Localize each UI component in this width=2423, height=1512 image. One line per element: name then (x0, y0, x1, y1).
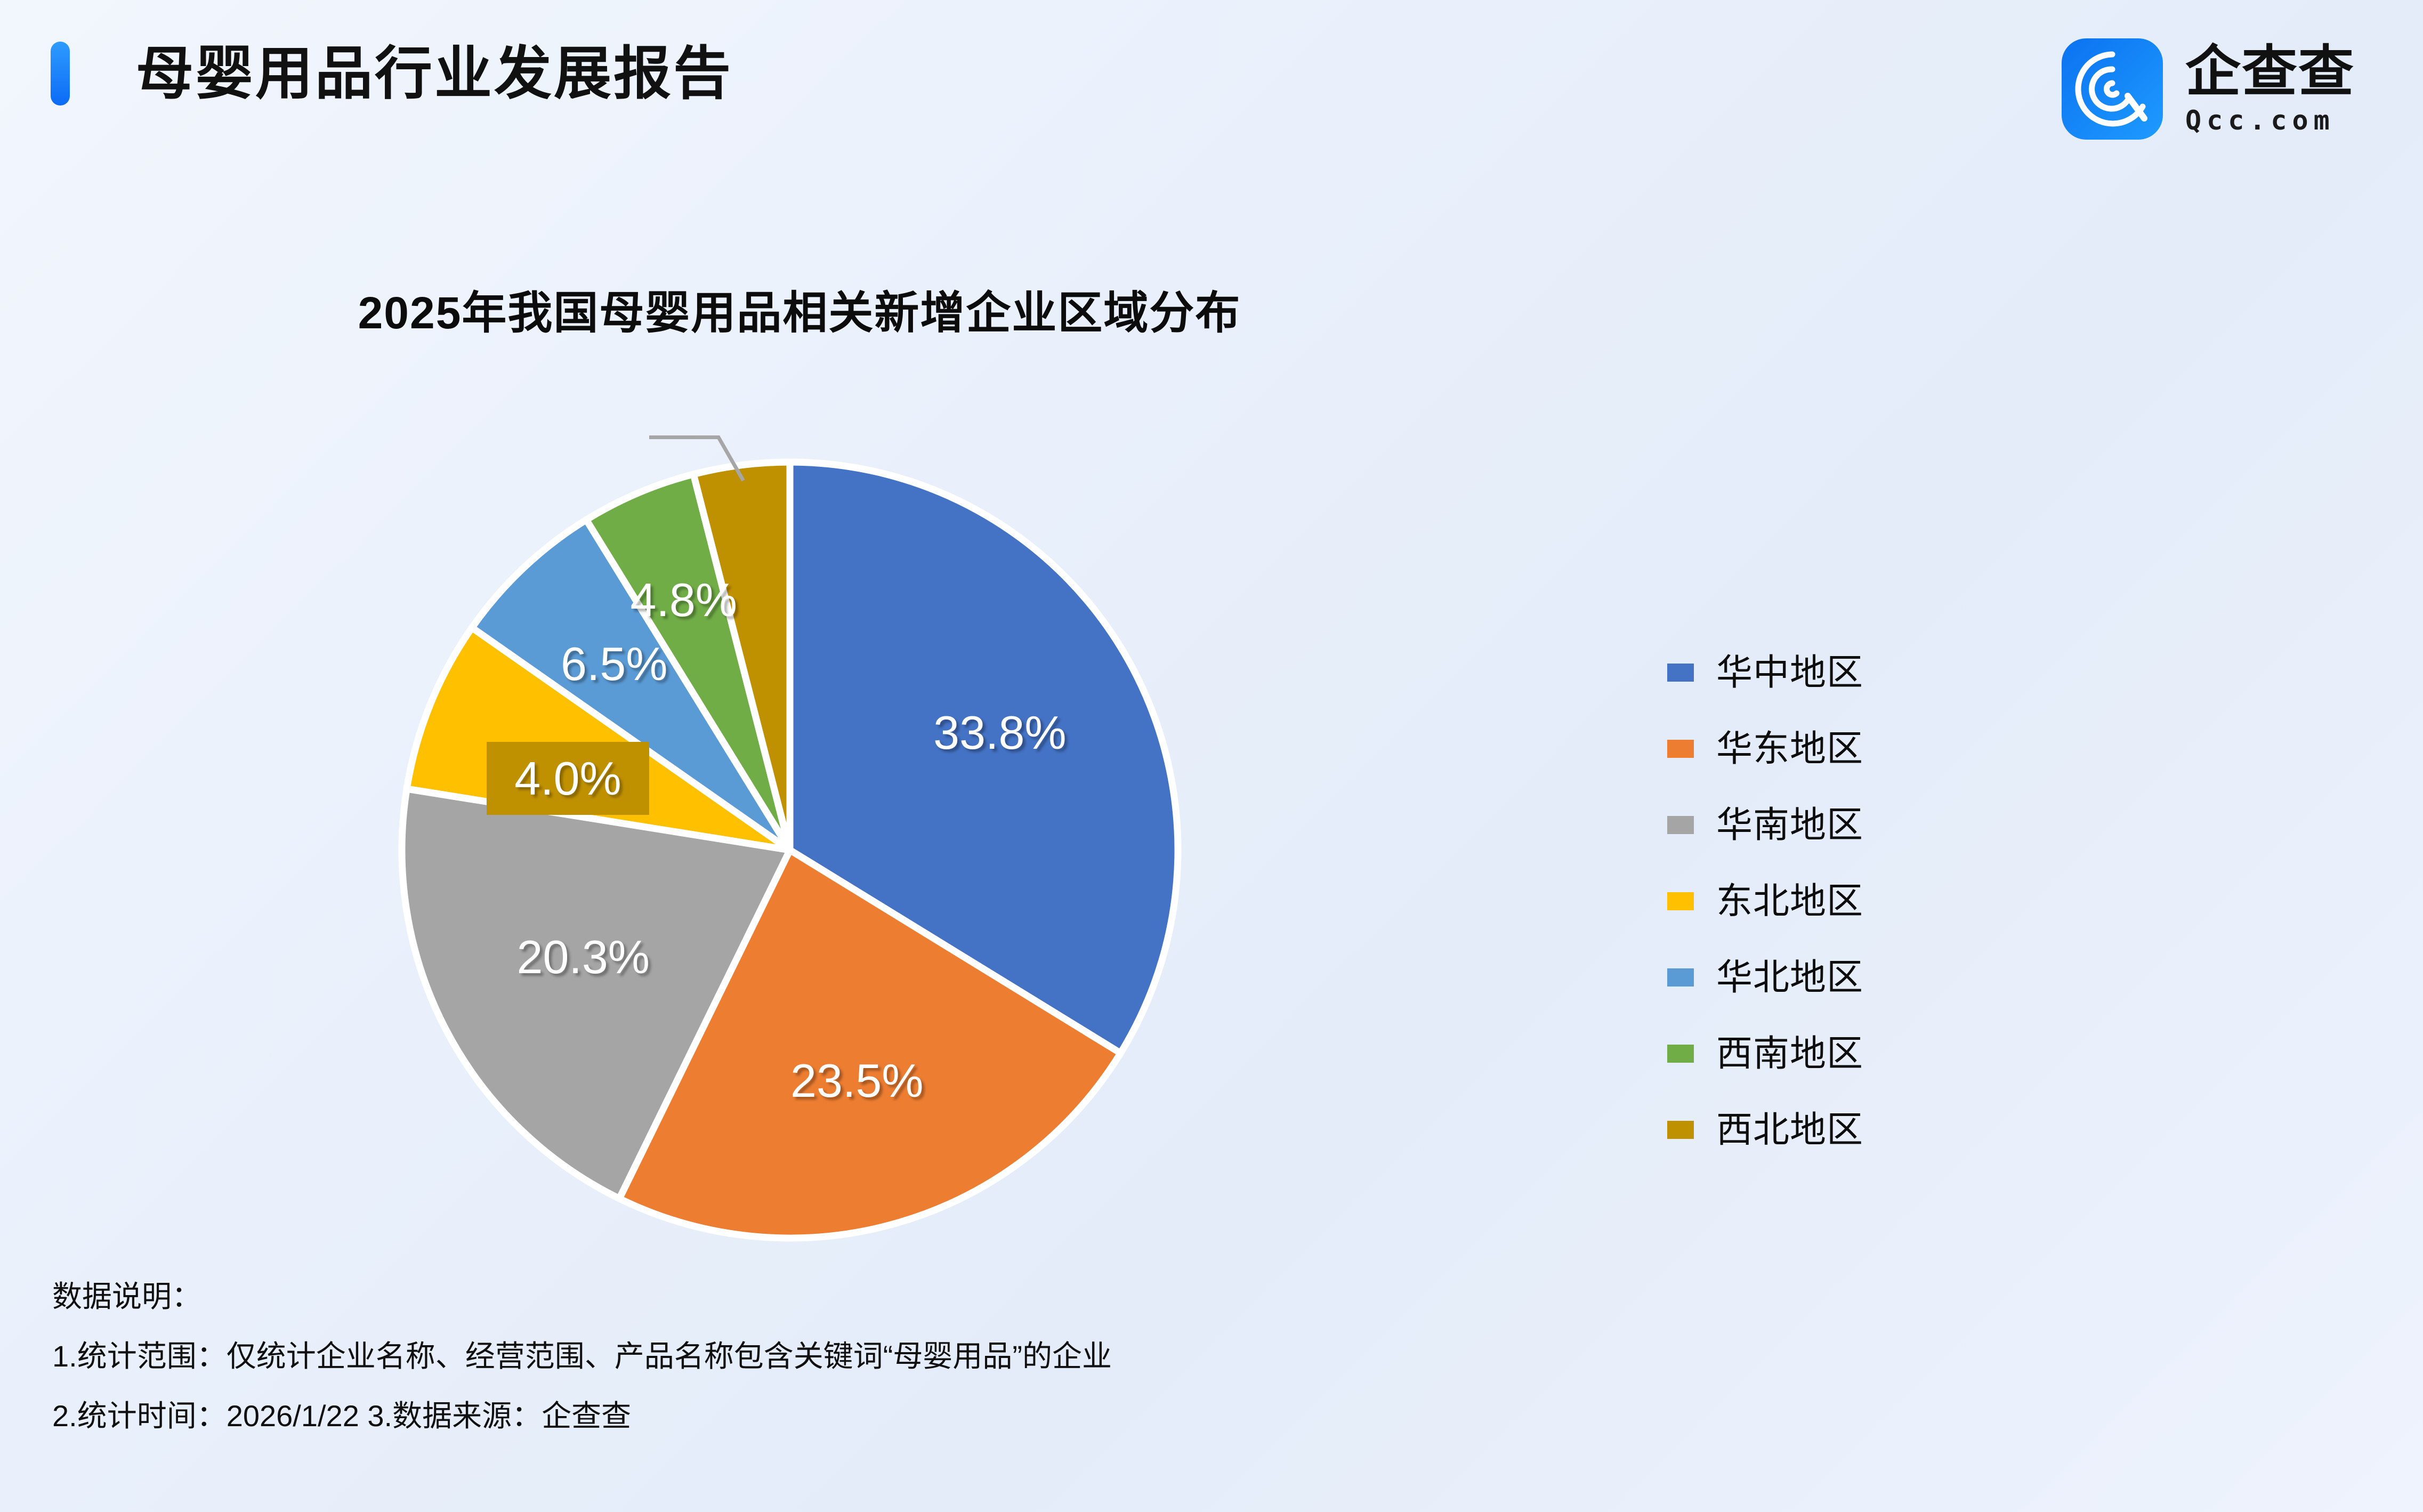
legend-swatch-icon (1667, 815, 1694, 834)
callout-label-text: 4.0% (514, 751, 621, 805)
pie-slice[interactable] (468, 516, 794, 854)
legend-item-label: 华北地区 (1716, 957, 1864, 998)
qcc-spiral-q-icon (2061, 38, 2163, 140)
brand-text: 企查查 Qcc.com (2185, 42, 2355, 136)
legend-item[interactable]: 东北地区 (1667, 863, 1863, 939)
legend-item-label: 华南地区 (1716, 804, 1864, 845)
legend-swatch-icon (1667, 892, 1694, 910)
legend-swatch-icon (1667, 663, 1694, 682)
page-title: 母婴用品行业发展报告 (136, 41, 733, 106)
pie-slices (398, 458, 1182, 1242)
legend-item[interactable]: 华北地区 (1667, 939, 1863, 1015)
title-accent-bar (51, 42, 70, 106)
footer-heading: 数据说明： (52, 1280, 201, 1313)
legend-swatch-icon (1667, 739, 1694, 758)
pie-slice[interactable] (786, 458, 1182, 1057)
legend-item[interactable]: 华中地区 (1667, 634, 1863, 710)
legend-swatch-icon (1667, 1120, 1694, 1139)
brand-url: Qcc.com (2185, 105, 2335, 136)
footer-note-date-source: 2.统计时间：2026/1/22 3.数据来源：企查查 (52, 1399, 632, 1433)
legend-item[interactable]: 华南地区 (1667, 787, 1863, 863)
page-header: 母婴用品行业发展报告 企查查 Qcc.com (0, 0, 2423, 208)
pie-slice[interactable] (690, 458, 794, 854)
legend-item-label: 东北地区 (1716, 880, 1864, 921)
legend-swatch-icon (1667, 1044, 1694, 1063)
pie-slice[interactable] (398, 785, 794, 1202)
brand-logo: 企查查 Qcc.com (2061, 38, 2355, 140)
chart-legend: 华中地区华东地区华南地区东北地区华北地区西南地区西北地区 (1667, 634, 1863, 1168)
callout-leader-line (649, 435, 745, 482)
chart-title: 2025年我国母婴用品相关新增企业区域分布 (358, 288, 1241, 338)
brand-name-cn: 企查查 (2185, 41, 2355, 103)
legend-item[interactable]: 华东地区 (1667, 710, 1863, 787)
footer-note-scope: 1.统计范围：仅统计企业名称、经营范围、产品名称包含关键词“母婴用品”的企业 (52, 1339, 1112, 1373)
legend-item-label: 西北地区 (1716, 1109, 1864, 1150)
pie-chart: 33.8%23.5%20.3%7.2%6.5%4.8% 4.0% (0, 341, 1626, 1300)
legend-item[interactable]: 西北地区 (1667, 1091, 1863, 1168)
legend-item[interactable]: 西南地区 (1667, 1015, 1863, 1091)
legend-item-label: 西南地区 (1716, 1033, 1864, 1074)
pie-slice[interactable] (583, 471, 794, 854)
legend-item-label: 华东地区 (1716, 728, 1864, 769)
legend-item-label: 华中地区 (1716, 652, 1864, 693)
legend-swatch-icon (1667, 968, 1694, 987)
footer-notes: 数据说明： 1.统计范围：仅统计企业名称、经营范围、产品名称包含关键词“母婴用品… (52, 1282, 1864, 1431)
callout-label-xibei: 4.0% (487, 742, 649, 815)
